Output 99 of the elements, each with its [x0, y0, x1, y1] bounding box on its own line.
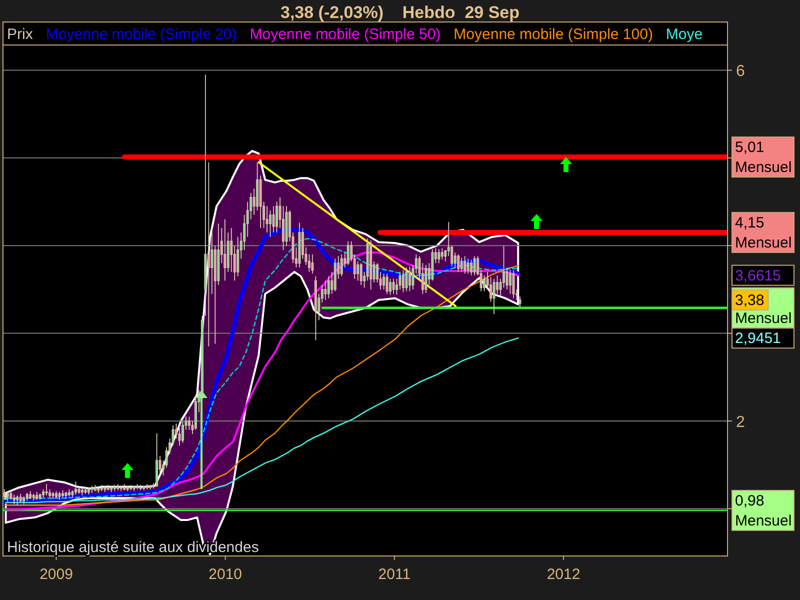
candlestick	[382, 273, 386, 290]
candlestick	[52, 492, 54, 500]
candlestick	[132, 485, 136, 492]
candlestick	[405, 267, 408, 292]
candlestick	[120, 485, 122, 492]
candlestick	[26, 492, 28, 502]
candlestick	[440, 248, 444, 260]
text: 3,38	[735, 292, 764, 309]
candlestick	[110, 485, 113, 492]
candlestick	[424, 264, 428, 294]
candlestick	[181, 420, 184, 444]
candlestick	[346, 240, 350, 266]
candlestick	[146, 484, 148, 490]
candlestick	[139, 484, 142, 491]
candlestick	[106, 484, 110, 491]
candlestick	[236, 236, 240, 277]
candlestick	[84, 486, 87, 494]
candlestick	[10, 490, 12, 500]
candlestick	[45, 484, 48, 496]
candlestick	[466, 258, 470, 274]
candlestick	[90, 485, 94, 494]
candlestick	[473, 256, 476, 276]
candlestick	[508, 270, 512, 294]
candlestick	[68, 488, 70, 497]
annotation: Mensuel	[735, 310, 792, 327]
x-tick-label: 2009	[40, 566, 73, 583]
candlestick	[100, 484, 103, 492]
line-series	[5, 337, 519, 504]
candlestick	[156, 432, 158, 488]
text: Moyenne mobile (Simple 100)	[454, 26, 653, 43]
candlestick	[113, 484, 116, 492]
candlestick	[266, 206, 268, 233]
candlestick	[32, 493, 35, 502]
text: 2,9451	[735, 330, 781, 348]
candlestick	[314, 276, 317, 341]
candlestick	[512, 270, 515, 299]
candlestick	[58, 492, 61, 500]
candlestick	[188, 416, 190, 430]
candlestick	[36, 492, 38, 500]
x-tick-label: 2011	[378, 566, 411, 583]
candlestick	[38, 493, 42, 500]
candlestick	[123, 484, 126, 491]
candlestick	[194, 394, 197, 430]
candlestick	[457, 254, 460, 272]
candlestick	[272, 206, 275, 233]
candlestick	[16, 495, 19, 506]
candlestick	[438, 248, 440, 264]
candlestick	[334, 258, 336, 292]
text: Moyenne mobile (Simple 50)	[250, 26, 441, 43]
candlestick	[80, 488, 84, 496]
text: Moyenne mobile (Simple 20)	[46, 26, 237, 43]
candlestick	[55, 490, 58, 499]
x-tick-label: 2012	[546, 566, 580, 583]
candlestick	[29, 490, 32, 500]
candlestick	[327, 276, 330, 299]
candlestick	[340, 254, 343, 277]
candlestick	[142, 485, 146, 491]
text: Moye	[666, 26, 703, 43]
candlestick	[360, 262, 362, 286]
candlestick	[3, 488, 6, 500]
candlestick	[460, 257, 463, 272]
candlestick	[269, 210, 272, 238]
candlestick	[370, 240, 372, 290]
text: 3,6615	[735, 267, 781, 284]
candlestick	[126, 485, 129, 492]
candlestick	[311, 254, 314, 274]
candlestick	[62, 490, 64, 498]
candlestick	[431, 248, 434, 282]
candlestick	[386, 273, 388, 294]
candlestick	[149, 484, 152, 490]
candlestick	[276, 201, 278, 233]
candlestick	[324, 280, 327, 300]
candlestick	[97, 486, 100, 494]
candlestick	[74, 481, 77, 496]
candlestick	[6, 490, 9, 502]
candlestick	[22, 496, 26, 505]
candlestick	[224, 218, 226, 282]
candlestick	[464, 256, 466, 274]
candlestick	[130, 484, 132, 491]
candlestick	[470, 259, 473, 276]
candlestick	[392, 278, 395, 294]
y-tick-label: 2	[736, 414, 745, 431]
candlestick	[104, 485, 106, 492]
candlestick	[94, 484, 96, 492]
candlestick	[402, 270, 404, 293]
candlestick	[116, 484, 120, 491]
candlestick	[408, 266, 411, 292]
candlestick	[19, 493, 22, 503]
candlestick	[64, 492, 68, 500]
chart-title: 3,38 (-2,03%) Hebdo 29 Sep	[280, 3, 520, 22]
candlestick	[12, 494, 16, 505]
text: Prix	[7, 26, 34, 43]
y-tick-label: 6	[736, 63, 745, 80]
candlestick	[492, 278, 496, 314]
candlestick	[298, 222, 301, 268]
candlestick	[87, 487, 90, 496]
candlestick	[285, 206, 288, 246]
candlestick	[136, 484, 139, 490]
x-tick-label: 2010	[208, 566, 242, 583]
